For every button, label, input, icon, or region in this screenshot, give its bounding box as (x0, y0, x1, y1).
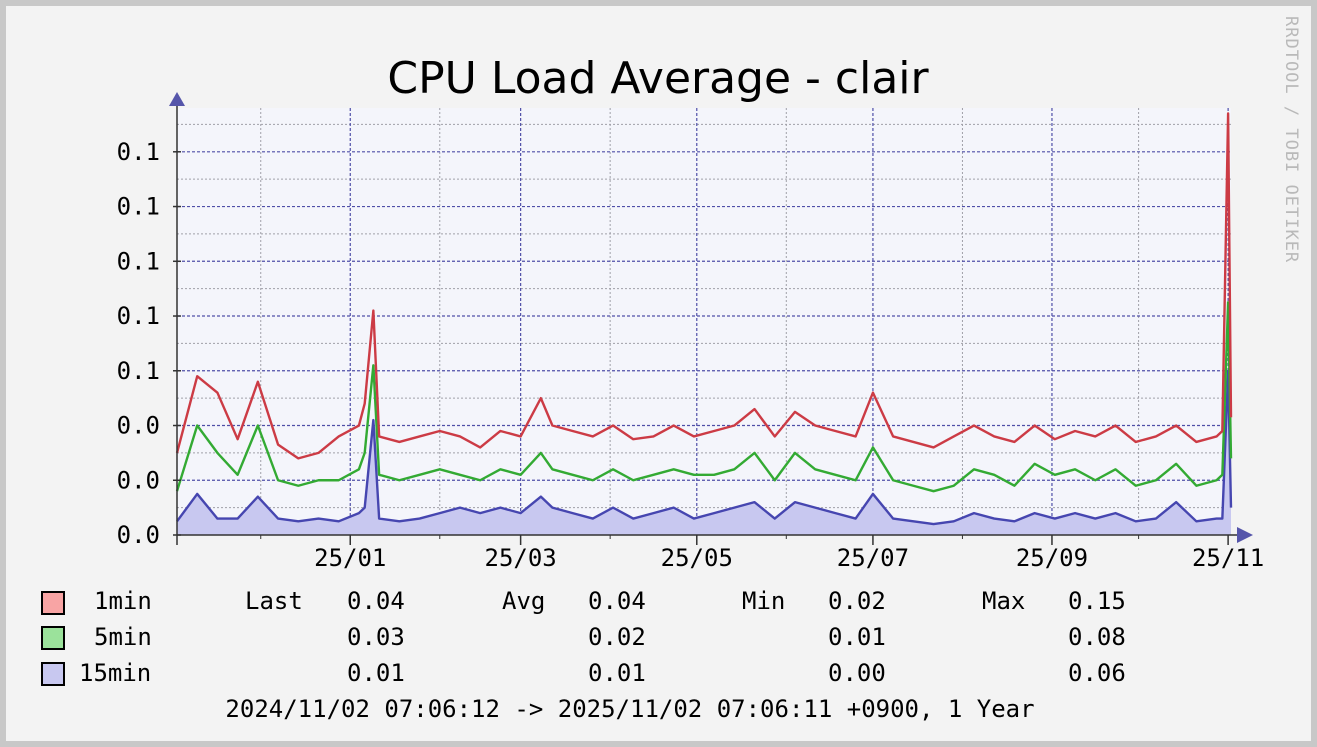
legend-avg-1min: 0.04 (588, 587, 646, 615)
legend-label-15min: 15min (79, 659, 151, 687)
legend-min-15min: 0.00 (828, 659, 886, 687)
x-tick-labels: 25/01 25/03 25/05 25/07 25/09 25/11 (314, 544, 1264, 572)
y-tick-label: 0.0 (117, 466, 160, 494)
legend-max-label: Max (982, 587, 1025, 615)
legend-swatch-5min (41, 626, 65, 650)
y-tick-label: 0.1 (117, 138, 160, 166)
legend-last-15min: 0.01 (347, 659, 405, 687)
chart-title: CPU Load Average - clair (387, 53, 929, 104)
x-tick-label: 25/03 (485, 544, 557, 572)
legend-swatch-1min (41, 591, 65, 615)
legend-last-5min: 0.03 (347, 623, 405, 651)
legend-swatch-15min (41, 662, 65, 686)
legend-label-5min: 5min (94, 623, 152, 651)
series-line-15min (176, 369, 1233, 526)
axes (169, 92, 1253, 545)
y-tick-label: 0.0 (117, 412, 160, 440)
legend-max-1min: 0.15 (1068, 587, 1126, 615)
legend-min-5min: 0.01 (828, 623, 886, 651)
y-axis-arrow (169, 92, 185, 106)
series-area-15min (177, 370, 1231, 535)
legend-max-5min: 0.08 (1068, 623, 1126, 651)
legend-max-15min: 0.06 (1068, 659, 1126, 687)
legend-last-1min: 0.04 (347, 587, 405, 615)
y-tick-label: 0.1 (117, 302, 160, 330)
legend-last-label: Last (245, 587, 303, 615)
x-tick-label: 25/01 (314, 544, 386, 572)
grid (177, 108, 1231, 535)
series-layer (175, 112, 1233, 535)
legend-avg-15min: 0.01 (588, 659, 646, 687)
legend: 1min Last 0.04 Avg 0.04 Min 0.02 Max 0.1… (41, 587, 1126, 687)
plot-area (177, 108, 1231, 535)
legend-avg-label: Avg (502, 587, 545, 615)
y-tick-label: 0.1 (117, 357, 160, 385)
series-line-5min (175, 301, 1233, 493)
watermark: RRDTOOL / TOBI OETIKER (1281, 16, 1301, 263)
series-line-1min (175, 112, 1233, 460)
legend-label-1min: 1min (94, 587, 152, 615)
x-tick-label: 25/07 (837, 544, 909, 572)
y-tick-label: 0.0 (117, 521, 160, 549)
y-tick-label: 0.1 (117, 193, 160, 221)
x-tick-label: 25/09 (1016, 544, 1088, 572)
x-tick-label: 25/05 (661, 544, 733, 572)
y-tick-labels: 0.0 0.0 0.0 0.1 0.1 0.1 0.1 0.1 (117, 138, 160, 549)
legend-min-1min: 0.02 (828, 587, 886, 615)
y-tick-label: 0.1 (117, 247, 160, 275)
legend-min-label: Min (742, 587, 785, 615)
legend-avg-5min: 0.02 (588, 623, 646, 651)
time-range-footer: 2024/11/02 07:06:12 -> 2025/11/02 07:06:… (225, 695, 1034, 723)
x-tick-label: 25/11 (1192, 544, 1264, 572)
x-axis-arrow (1237, 527, 1253, 543)
